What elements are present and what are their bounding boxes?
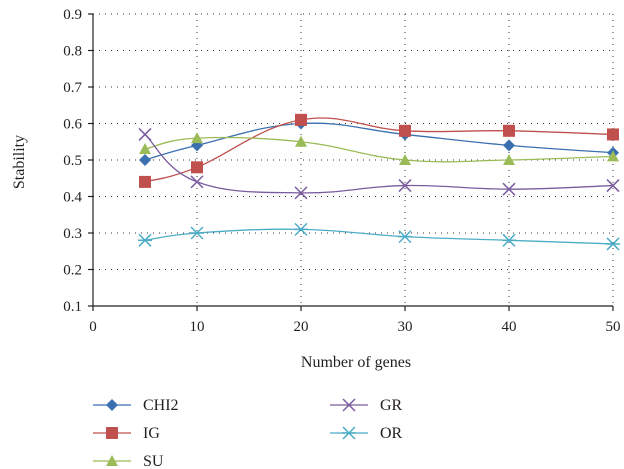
y-tick-label: 0.9 xyxy=(63,7,82,23)
data-point-su xyxy=(191,132,203,144)
y-tick-label: 0.5 xyxy=(63,153,82,169)
y-tick-label: 0.3 xyxy=(63,226,82,242)
legend-label-ig: IG xyxy=(143,425,160,442)
data-point-or xyxy=(502,233,516,247)
x-axis-title: Number of genes xyxy=(301,354,411,371)
legend-item-chi2: CHI2 xyxy=(93,397,179,414)
legend-item-ig: IG xyxy=(93,425,160,442)
legend-label-or: OR xyxy=(380,425,403,442)
data-point-ig xyxy=(607,128,619,141)
data-point-chi2 xyxy=(139,154,151,166)
axes xyxy=(88,13,614,311)
series-or xyxy=(138,222,620,251)
data-point-gr xyxy=(606,179,620,193)
data-point-ig xyxy=(139,175,151,188)
y-tick-label: 0.1 xyxy=(63,299,82,315)
legend-marker-or xyxy=(342,426,356,440)
data-point-su xyxy=(139,143,151,155)
series-group xyxy=(138,113,620,251)
legend-marker-gr xyxy=(342,398,356,412)
data-point-gr xyxy=(502,182,516,196)
legend-label-chi2: CHI2 xyxy=(143,397,179,414)
x-tick-label: 20 xyxy=(294,319,309,335)
legend-label-su: SU xyxy=(143,453,164,469)
x-tick-label: 0 xyxy=(89,319,97,335)
x-tick-label: 30 xyxy=(398,319,413,335)
series-line-gr xyxy=(144,133,614,194)
legend: CHI2 IG SU GR OR xyxy=(93,397,403,469)
data-point-gr xyxy=(138,127,152,141)
y-tick-label: 0.7 xyxy=(63,80,82,96)
data-point-gr xyxy=(398,179,412,193)
data-point-ig xyxy=(295,113,307,126)
data-point-or xyxy=(606,237,620,251)
data-point-gr xyxy=(294,186,308,200)
data-point-su xyxy=(295,135,307,147)
data-point-or xyxy=(138,233,152,247)
legend-marker-chi2 xyxy=(106,399,118,411)
legend-item-gr: GR xyxy=(330,397,403,414)
data-point-su xyxy=(399,154,411,165)
y-tick-label: 0.8 xyxy=(63,44,82,60)
series-ig xyxy=(139,113,619,188)
data-point-ig xyxy=(399,124,411,137)
x-tick-label: 40 xyxy=(502,319,517,335)
legend-item-su: SU xyxy=(93,453,164,469)
data-point-ig xyxy=(503,124,515,137)
series-line-ig xyxy=(144,117,614,183)
data-point-su xyxy=(503,154,515,165)
data-point-gr xyxy=(190,175,204,189)
legend-marker-su xyxy=(106,455,118,466)
x-tick-label: 50 xyxy=(606,319,621,335)
y-tick-label: 0.2 xyxy=(63,263,82,279)
legend-marker-ig xyxy=(106,427,118,439)
legend-label-gr: GR xyxy=(380,397,403,414)
data-point-or xyxy=(294,222,308,236)
series-su xyxy=(139,132,619,165)
series-line-or xyxy=(144,228,614,245)
data-point-or xyxy=(398,230,412,244)
y-tick-label: 0.4 xyxy=(63,190,82,206)
legend-item-or: OR xyxy=(330,425,403,442)
series-line-chi2 xyxy=(144,122,614,161)
y-tick-label: 0.6 xyxy=(63,117,82,133)
data-point-chi2 xyxy=(503,139,515,152)
data-point-su xyxy=(607,150,619,162)
data-point-or xyxy=(190,226,204,240)
grid-lines xyxy=(93,13,614,306)
y-axis-title: Stability xyxy=(11,135,28,189)
x-tick-label: 10 xyxy=(190,319,205,335)
data-point-ig xyxy=(191,161,203,174)
series-gr xyxy=(138,127,620,200)
tick-labels: 0.1 0.2 0.3 0.4 0.5 0.6 0.7 0.8 0.9 0 10 20 30 40 50 xyxy=(63,7,620,335)
